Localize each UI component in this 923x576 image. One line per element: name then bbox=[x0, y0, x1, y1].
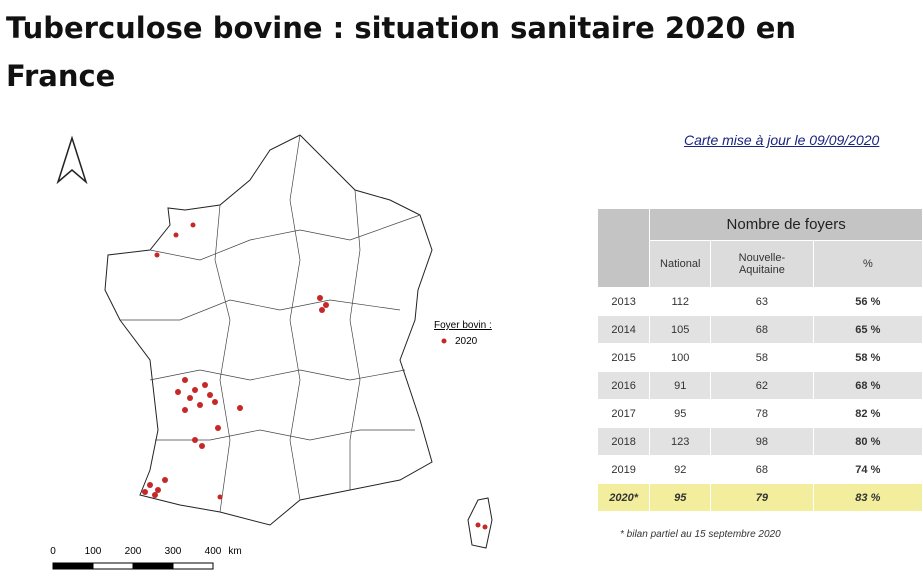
department-lines bbox=[155, 429, 415, 441]
value-cell: 98 bbox=[710, 427, 814, 456]
corsica bbox=[467, 497, 493, 549]
year-cell: 2014 bbox=[596, 315, 651, 344]
scale-label: 200 bbox=[125, 546, 142, 557]
value-cell: 58 % bbox=[812, 343, 923, 372]
table-row: 2016 91 62 68 % bbox=[596, 371, 923, 400]
map: Foyer bovin : 2020 0 100 200 300 400 km bbox=[50, 134, 493, 570]
table-row: 2020* 95 79 83 % bbox=[596, 483, 923, 512]
value-cell: 74 % bbox=[812, 455, 923, 484]
department-lines bbox=[214, 204, 231, 513]
value-cell: 95 bbox=[649, 483, 712, 512]
value-cell: 83 % bbox=[812, 483, 923, 512]
year-cell: 2013 bbox=[596, 287, 651, 316]
value-cell: 123 bbox=[649, 427, 712, 456]
scale-label: 100 bbox=[85, 546, 102, 557]
update-note: Carte mise à jour le 09/09/2020 bbox=[684, 132, 880, 148]
value-cell: 78 bbox=[710, 399, 814, 428]
value-cell: 62 bbox=[710, 371, 814, 400]
value-cell: 82 % bbox=[812, 399, 923, 428]
value-cell: 91 bbox=[649, 371, 712, 400]
scale-label: 0 bbox=[50, 546, 56, 557]
legend-dot bbox=[441, 338, 447, 344]
north-arrow bbox=[56, 135, 88, 185]
department-lines bbox=[289, 134, 301, 501]
value-cell: 68 bbox=[710, 455, 814, 484]
table-row: 2018 123 98 80 % bbox=[596, 427, 923, 456]
value-cell: 68 % bbox=[812, 371, 923, 400]
column-header: Nouvelle-Aquitaine bbox=[710, 240, 814, 288]
value-cell: 58 bbox=[710, 343, 814, 372]
table: Nombre de foyers National Nouvelle-Aquita… bbox=[596, 208, 923, 512]
value-cell: 65 % bbox=[812, 315, 923, 344]
legend-item: 2020 bbox=[455, 336, 478, 347]
year-cell: 2017 bbox=[596, 399, 651, 428]
table-row: 2015 100 58 58 % bbox=[596, 343, 923, 372]
department-lines bbox=[149, 369, 406, 381]
value-cell: 56 % bbox=[812, 287, 923, 316]
value-cell: 80 % bbox=[812, 427, 923, 456]
table-row: 2013 112 63 56 % bbox=[596, 287, 923, 316]
year-cell: 2019 bbox=[596, 455, 651, 484]
value-cell: 105 bbox=[649, 315, 712, 344]
year-cell: 2020* bbox=[596, 483, 651, 512]
legend-title: Foyer bovin : bbox=[434, 320, 492, 331]
value-cell: 79 bbox=[710, 483, 814, 512]
outbreak-dots bbox=[142, 222, 488, 530]
scale-label: km bbox=[228, 546, 241, 557]
value-cell: 92 bbox=[649, 455, 712, 484]
scale-label: 400 bbox=[205, 546, 222, 557]
footnote: * bilan partiel au 15 septembre 2020 bbox=[620, 529, 781, 540]
table-row: 2014 105 68 65 % bbox=[596, 315, 923, 344]
column-header: % bbox=[812, 240, 923, 288]
value-cell: 100 bbox=[649, 343, 712, 372]
year-cell: 2016 bbox=[596, 371, 651, 400]
table-header: Nombre de foyers bbox=[649, 208, 923, 241]
scale-bar bbox=[52, 562, 214, 570]
value-cell: 95 bbox=[649, 399, 712, 428]
scale-label: 300 bbox=[165, 546, 182, 557]
table-row: 2017 95 78 82 % bbox=[596, 399, 923, 428]
corner-cell bbox=[596, 208, 651, 288]
year-cell: 2018 bbox=[596, 427, 651, 456]
table-row: 2019 92 68 74 % bbox=[596, 455, 923, 484]
value-cell: 112 bbox=[649, 287, 712, 316]
department-lines bbox=[120, 299, 401, 321]
department-lines bbox=[349, 189, 361, 490]
value-cell: 63 bbox=[710, 287, 814, 316]
department-lines bbox=[149, 214, 421, 261]
title: Tuberculose bovine : situation sanitaire… bbox=[6, 11, 797, 93]
column-header: National bbox=[649, 240, 712, 288]
france-outline bbox=[104, 134, 433, 526]
value-cell: 68 bbox=[710, 315, 814, 344]
year-cell: 2015 bbox=[596, 343, 651, 372]
